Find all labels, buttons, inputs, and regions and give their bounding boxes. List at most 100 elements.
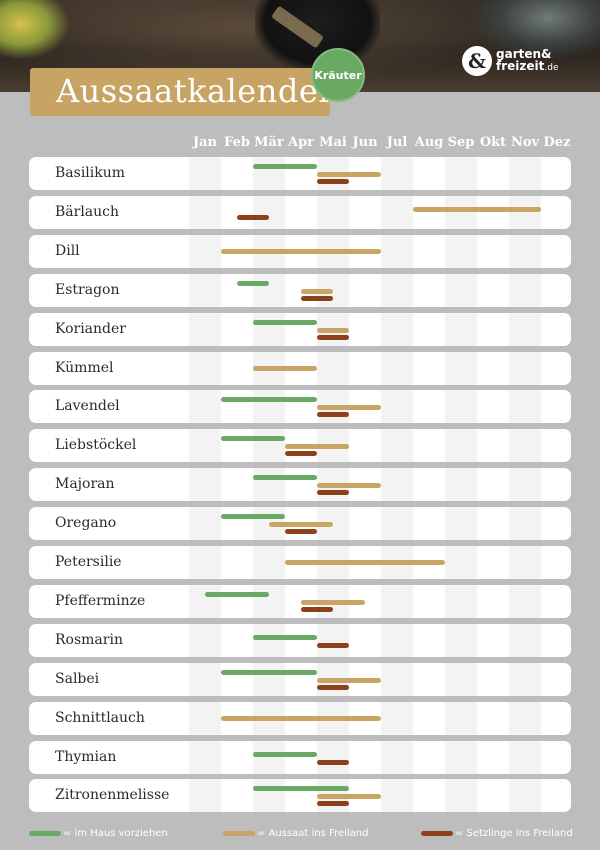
outdoor-period-bar <box>317 677 381 683</box>
month-stripe <box>445 740 477 774</box>
legend-indoor-label: = im Haus vorziehen <box>63 827 168 839</box>
plant-name: Zitronenmelisse <box>55 787 170 804</box>
seedling-period-bar <box>317 334 349 340</box>
indoor-period-bar <box>253 319 317 325</box>
outdoor-period-bar <box>317 794 381 800</box>
month-stripe <box>253 584 285 618</box>
plant-name: Majoran <box>55 476 115 493</box>
month-header: Jan Feb Mär Apr Mai Jun Jul Aug Sep Okt Nov Dez <box>189 135 571 151</box>
month-label: Mär <box>254 135 284 150</box>
outdoor-period-bar <box>317 327 349 333</box>
month-stripe <box>445 584 477 618</box>
plant-name: Schnittlauch <box>55 709 145 726</box>
indoor-period-bar <box>253 634 317 640</box>
logo-wordmark: garten& freizeit.de <box>496 48 559 74</box>
month-stripe <box>381 195 413 229</box>
outdoor-period-bar <box>301 599 365 605</box>
month-stripe <box>381 351 413 385</box>
month-stripe <box>445 662 477 696</box>
plant-row: Oregano <box>29 507 571 541</box>
month-stripe <box>509 584 541 618</box>
plant-name: Kümmel <box>55 359 114 376</box>
month-stripe <box>509 351 541 385</box>
seedling-period-bar <box>317 179 349 184</box>
month-stripe <box>445 507 477 541</box>
month-stripe <box>381 234 413 268</box>
month-stripe <box>189 740 221 774</box>
month-stripe <box>509 157 541 190</box>
month-stripe <box>445 429 477 463</box>
month-stripe <box>253 740 285 774</box>
legend-seedling: = Setzlinge ins Freiland <box>421 826 573 840</box>
month-stripe <box>189 507 221 541</box>
month-stripe <box>253 312 285 346</box>
legend-seedling-label: = Setzlinge ins Freiland <box>455 827 573 839</box>
month-stripe <box>445 157 477 190</box>
month-stripe <box>509 195 541 229</box>
month-stripe <box>189 701 221 735</box>
outdoor-period-bar <box>269 522 333 528</box>
month-stripe <box>189 623 221 657</box>
brand-logo[interactable]: & garten& freizeit.de <box>462 44 559 78</box>
indoor-period-bar <box>221 397 317 403</box>
month-stripe <box>189 273 221 307</box>
plant-row: Zitronenmelisse <box>29 779 571 813</box>
seedling-period-bar <box>317 801 349 807</box>
plant-row: Petersilie <box>29 546 571 579</box>
plant-row: Majoran <box>29 468 571 502</box>
legend-indoor-swatch <box>29 830 61 836</box>
month-stripe <box>381 584 413 618</box>
month-stripe <box>189 662 221 696</box>
plant-row: Salbei <box>29 662 571 696</box>
month-label: Jan <box>192 135 218 150</box>
plant-name: Petersilie <box>55 554 122 570</box>
month-stripe <box>509 429 541 463</box>
plant-row: Estragon <box>29 273 571 307</box>
month-stripe <box>445 312 477 346</box>
month-stripe <box>445 779 477 813</box>
month-label: Sep <box>447 135 475 150</box>
legend-outdoor-swatch <box>223 830 255 836</box>
ampersand-logo-icon: & <box>462 46 492 76</box>
plant-name: Bärlauch <box>55 203 120 220</box>
flower-decoration <box>0 0 70 60</box>
month-stripe <box>189 351 221 385</box>
month-stripe <box>381 273 413 307</box>
month-stripe <box>253 429 285 463</box>
month-stripe <box>189 234 221 268</box>
seedling-period-bar <box>317 642 349 648</box>
month-stripe <box>445 546 477 579</box>
month-stripe <box>381 429 413 463</box>
seedling-period-bar <box>317 412 349 418</box>
month-stripe <box>189 312 221 346</box>
plant-row: Thymian <box>29 740 571 774</box>
plant-name: Lavendel <box>55 398 120 415</box>
month-stripe <box>189 779 221 813</box>
month-stripe <box>509 546 541 579</box>
month-label: Mai <box>319 135 347 150</box>
legend-outdoor-label: = Aussaat ins Freiland <box>257 827 369 839</box>
month-stripe <box>189 390 221 424</box>
month-stripe <box>317 195 349 229</box>
month-stripe <box>189 429 221 463</box>
month-stripe <box>381 312 413 346</box>
month-stripe <box>381 157 413 190</box>
plant-row: Lavendel <box>29 390 571 424</box>
plant-row: Bärlauch <box>29 195 571 229</box>
month-label: Dez <box>543 135 571 150</box>
logo-line2: freizeit <box>496 59 545 73</box>
month-stripe <box>445 468 477 502</box>
month-stripe <box>253 546 285 579</box>
month-stripe <box>189 468 221 502</box>
month-stripe <box>509 312 541 346</box>
month-stripe <box>509 701 541 735</box>
month-stripe <box>317 623 349 657</box>
legend-outdoor: = Aussaat ins Freiland <box>223 826 368 840</box>
outdoor-period-bar <box>285 560 445 565</box>
outdoor-period-bar <box>301 288 333 294</box>
plant-name: Liebstöckel <box>55 437 137 454</box>
month-stripe <box>445 623 477 657</box>
month-stripe <box>189 546 221 579</box>
month-stripe <box>509 507 541 541</box>
outdoor-period-bar <box>285 444 349 450</box>
